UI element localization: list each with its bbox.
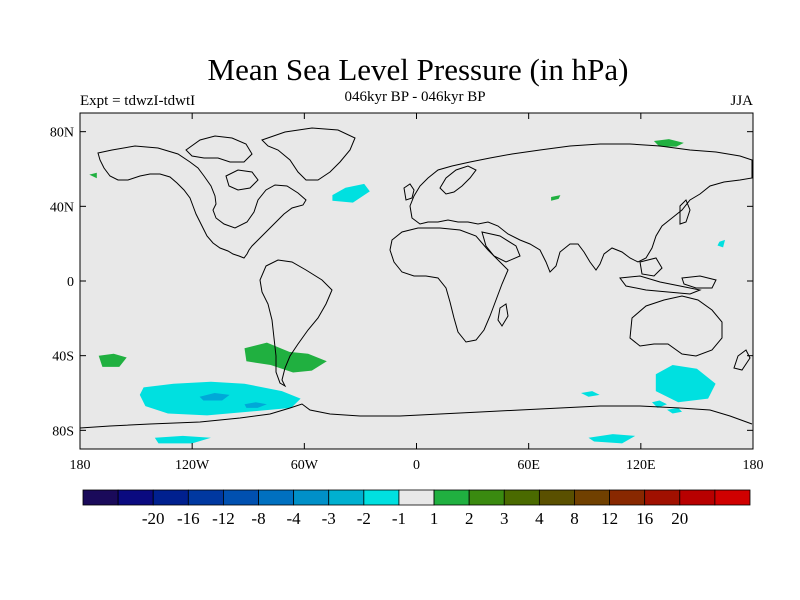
colorbar-swatch (574, 489, 610, 506)
antarctica-coastline (80, 403, 753, 429)
colorbar-label: 8 (570, 509, 579, 528)
colorbar-label: -4 (287, 509, 302, 528)
colorbar-swatch (398, 489, 435, 506)
south-pacific-core2-negative-anomaly (244, 402, 267, 408)
south-pacific-core-negative-anomaly (199, 393, 230, 401)
siberia-positive-anomaly (653, 139, 684, 147)
north-atlantic-negative-anomaly (332, 183, 370, 203)
hudson-bay-coastline (225, 169, 259, 191)
indonesia-coastline (619, 275, 702, 295)
africa-coastline (389, 227, 509, 343)
lat-tick-label: 40N (50, 200, 74, 215)
colorbar-label: 2 (465, 509, 474, 528)
colorbar-swatch (187, 489, 224, 506)
south-america-positive-anomaly (244, 342, 327, 373)
south-america-coastline (259, 259, 333, 388)
colorbar-label: -20 (142, 509, 165, 528)
lon-tick-label: 120E (626, 458, 656, 473)
coastline-layer (80, 127, 753, 429)
australian-south-negative-anomaly (655, 365, 716, 403)
colorbar-label: 20 (671, 509, 688, 528)
colorbar-swatch (328, 489, 365, 506)
colorbar-swatch (644, 489, 681, 506)
british-isles-coastline (403, 183, 415, 201)
colorbar-label: 12 (601, 509, 618, 528)
tasman-small-negative-anomaly-2 (667, 407, 682, 414)
tasman-small-negative-anomaly-1 (652, 400, 667, 408)
new-guinea-coastline (681, 275, 717, 289)
season-label: JJA (730, 93, 753, 109)
colorbar-swatch (152, 489, 189, 506)
lon-tick-label: 180 (743, 458, 764, 473)
scandinavia-coastline (439, 165, 477, 195)
madagascar-coastline (497, 303, 509, 327)
colorbar-swatch (468, 489, 505, 506)
lat-tick-label: 80S (52, 424, 74, 439)
colorbar-swatch (714, 489, 751, 506)
colorbar-swatch (293, 489, 330, 506)
arabian-peninsula-coastline (481, 231, 521, 263)
colorbar-swatch (679, 489, 716, 506)
colorbar-label: 1 (430, 509, 439, 528)
antarctic-indian-negative-anomaly (588, 434, 636, 444)
colorbar-swatch (82, 489, 119, 506)
chart-title: Mean Sea Level Pressure (in hPa) (207, 52, 629, 87)
anomaly-layer (89, 139, 725, 444)
lon-tick-label: 0 (413, 458, 420, 473)
colorbar-swatch (117, 489, 154, 506)
south-indian-negative-anomaly (581, 391, 600, 397)
pacific-east-negative-anomaly (717, 239, 725, 248)
colorbar-swatch (258, 489, 295, 506)
lon-tick-label: 60W (291, 458, 319, 473)
axis-layer: 80N 40N 0 40S 80S 180 120W 60W 0 60E 120E 180 (50, 113, 764, 473)
alaska-positive-anomaly (89, 172, 97, 179)
lon-tick-label: 180 (70, 458, 91, 473)
colorbar-label: -8 (251, 509, 265, 528)
arctic-islands-coastline (185, 135, 253, 163)
colorbar-label: -2 (357, 509, 371, 528)
lat-tick-label: 80N (50, 126, 74, 141)
colorbar-swatch (223, 489, 259, 506)
colorbar-label: -16 (177, 509, 200, 528)
experiment-label: Expt = tdwzI-tdwtI (80, 93, 196, 109)
south-pacific-positive-anomaly (98, 353, 127, 367)
central-asia-positive-anomaly (551, 195, 561, 201)
lon-tick-label: 120W (175, 458, 210, 473)
ross-sea-negative-anomaly (154, 435, 211, 444)
colorbar-label: -12 (212, 509, 235, 528)
lon-tick-label: 60E (517, 458, 540, 473)
eurasia-coastline (409, 143, 753, 273)
lat-tick-label: 40S (52, 350, 74, 365)
north-america-coastline (97, 145, 307, 259)
borneo-coastline (639, 257, 663, 277)
australia-coastline (629, 295, 723, 357)
lat-tick-label: 0 (67, 275, 74, 290)
colorbar-label: -1 (392, 509, 406, 528)
colorbar-swatch (538, 489, 575, 506)
greenland-coastline (261, 127, 356, 181)
colorbar-label: -3 (322, 509, 336, 528)
japan-coastline (679, 199, 691, 225)
colorbar-label: 16 (636, 509, 653, 528)
colorbar-swatch (363, 489, 400, 506)
chart-subtitle: 046kyr BP - 046kyr BP (344, 89, 486, 105)
colorbar-label: 4 (535, 509, 544, 528)
colorbar-swatch (503, 489, 540, 506)
colorbar-label: 3 (500, 509, 509, 528)
colorbar: -20 -16 -12 -8 -4 -3 -2 -1 1 2 3 4 8 12 16 20 (82, 489, 751, 528)
new-zealand-coastline (733, 349, 751, 371)
colorbar-swatch (609, 489, 646, 506)
colorbar-swatch (433, 489, 470, 506)
